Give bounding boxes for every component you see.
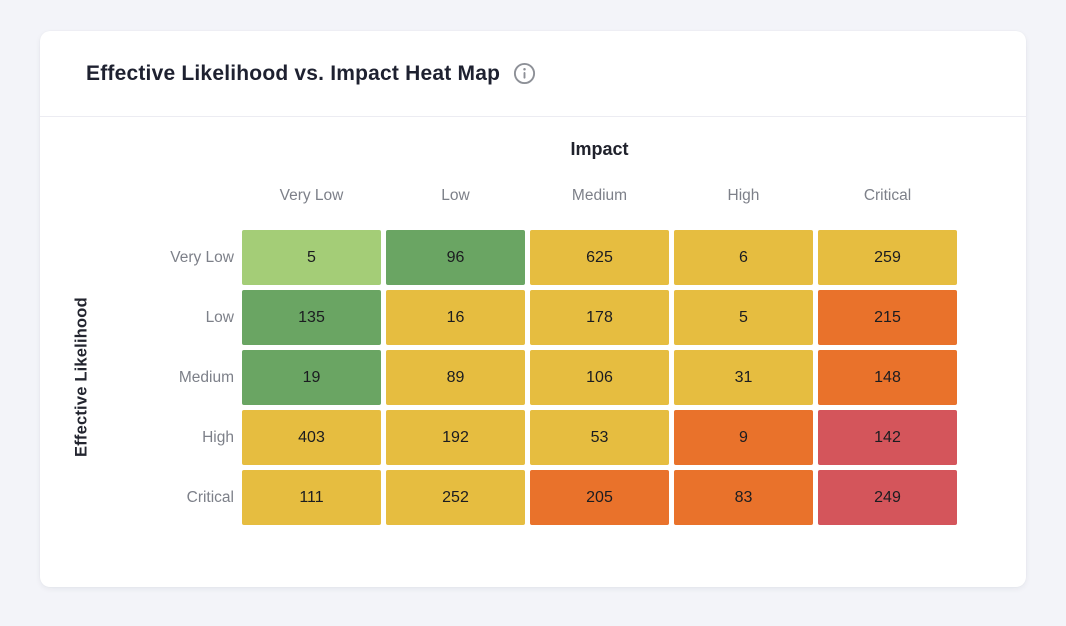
heatmap-cell[interactable]: 249 xyxy=(818,470,957,525)
heatmap-cell[interactable]: 625 xyxy=(530,230,669,285)
heatmap-cell[interactable]: 6 xyxy=(674,230,813,285)
heatmap-cell-value: 135 xyxy=(298,308,325,326)
heatmap-cell-value: 215 xyxy=(874,308,901,326)
column-header: Low xyxy=(441,187,470,204)
card-header: Effective Likelihood vs. Impact Heat Map xyxy=(40,31,1026,117)
heatmap-cell[interactable]: 111 xyxy=(242,470,381,525)
heatmap-cell[interactable]: 192 xyxy=(386,410,525,465)
heatmap-cell-value: 252 xyxy=(442,488,469,506)
heatmap-cell-value: 403 xyxy=(298,428,325,446)
row-label: Critical xyxy=(186,488,234,506)
heatmap-cell-value: 205 xyxy=(586,488,613,506)
row-labels: Very Low Low Medium High Critical xyxy=(100,230,234,525)
heatmap-cell-value: 178 xyxy=(586,308,613,326)
heatmap-cell-value: 83 xyxy=(734,488,753,506)
heatmap-cell[interactable]: 106 xyxy=(530,350,669,405)
heatmap-cell[interactable]: 215 xyxy=(818,290,957,345)
heatmap-cell[interactable]: 135 xyxy=(242,290,381,345)
heatmap-cell[interactable]: 9 xyxy=(674,410,813,465)
heatmap-cell-value: 111 xyxy=(299,488,324,506)
column-header: Critical xyxy=(863,187,912,204)
heatmap-cell[interactable]: 252 xyxy=(386,470,525,525)
heatmap-cell-value: 53 xyxy=(590,428,609,446)
heatmap-cell-value: 16 xyxy=(446,308,465,326)
heatmap-cell-value: 259 xyxy=(874,248,901,266)
heatmap-cell-value: 148 xyxy=(874,368,901,386)
heatmap-cell-value: 142 xyxy=(874,428,901,446)
heatmap-cell-value: 89 xyxy=(446,368,465,386)
heatmap-cell-value: 96 xyxy=(446,248,465,266)
heatmap-cell-value: 5 xyxy=(739,308,748,326)
row-label: Medium xyxy=(178,368,234,386)
column-header: Medium xyxy=(571,187,628,204)
heatmap-cell-value: 5 xyxy=(307,248,316,266)
heatmap-cell[interactable]: 19 xyxy=(242,350,381,405)
heatmap-cell-value: 19 xyxy=(302,368,321,386)
column-header: Very Low xyxy=(279,187,344,204)
heatmap-cell[interactable]: 53 xyxy=(530,410,669,465)
heatmap-cell[interactable]: 403 xyxy=(242,410,381,465)
heatmap-cell[interactable]: 83 xyxy=(674,470,813,525)
heatmap-cell[interactable]: 178 xyxy=(530,290,669,345)
column-header: High xyxy=(727,187,760,204)
row-label: Very Low xyxy=(170,248,234,266)
heatmap-cell-value: 31 xyxy=(734,368,753,386)
heatmap-cell-value: 6 xyxy=(739,248,748,266)
x-axis-title: Impact xyxy=(570,139,629,159)
heatmap-cell-value: 192 xyxy=(442,428,469,446)
heatmap-cell-value: 9 xyxy=(739,428,748,446)
heatmap-cell[interactable]: 5 xyxy=(674,290,813,345)
row-label: High xyxy=(202,428,234,446)
heatmap-cell[interactable]: 259 xyxy=(818,230,957,285)
heatmap-grid: 5 96 625 6 259 135 16 178 5 215 19 89 106 31 148 403 192… xyxy=(242,230,957,525)
column-headers: Very Low Low Medium High Critical xyxy=(242,187,957,205)
heatmap-cell-value: 625 xyxy=(586,248,613,266)
heatmap-cell[interactable]: 148 xyxy=(818,350,957,405)
heatmap-cell[interactable]: 16 xyxy=(386,290,525,345)
heatmap-cell-value: 249 xyxy=(874,488,901,506)
heatmap-cell[interactable]: 5 xyxy=(242,230,381,285)
heatmap-cell[interactable]: 205 xyxy=(530,470,669,525)
heatmap-cell-value: 106 xyxy=(586,368,613,386)
heatmap-cell[interactable]: 31 xyxy=(674,350,813,405)
heatmap-cell[interactable]: 89 xyxy=(386,350,525,405)
y-axis-title: Effective Likelihood xyxy=(72,297,91,458)
heatmap-cell[interactable]: 96 xyxy=(386,230,525,285)
heatmap-card: Effective Likelihood vs. Impact Heat Map… xyxy=(40,31,1026,587)
chart-title: Effective Likelihood vs. Impact Heat Map xyxy=(86,61,501,85)
row-label: Low xyxy=(205,308,234,326)
heatmap-cell[interactable]: 142 xyxy=(818,410,957,465)
info-icon[interactable] xyxy=(513,62,536,85)
